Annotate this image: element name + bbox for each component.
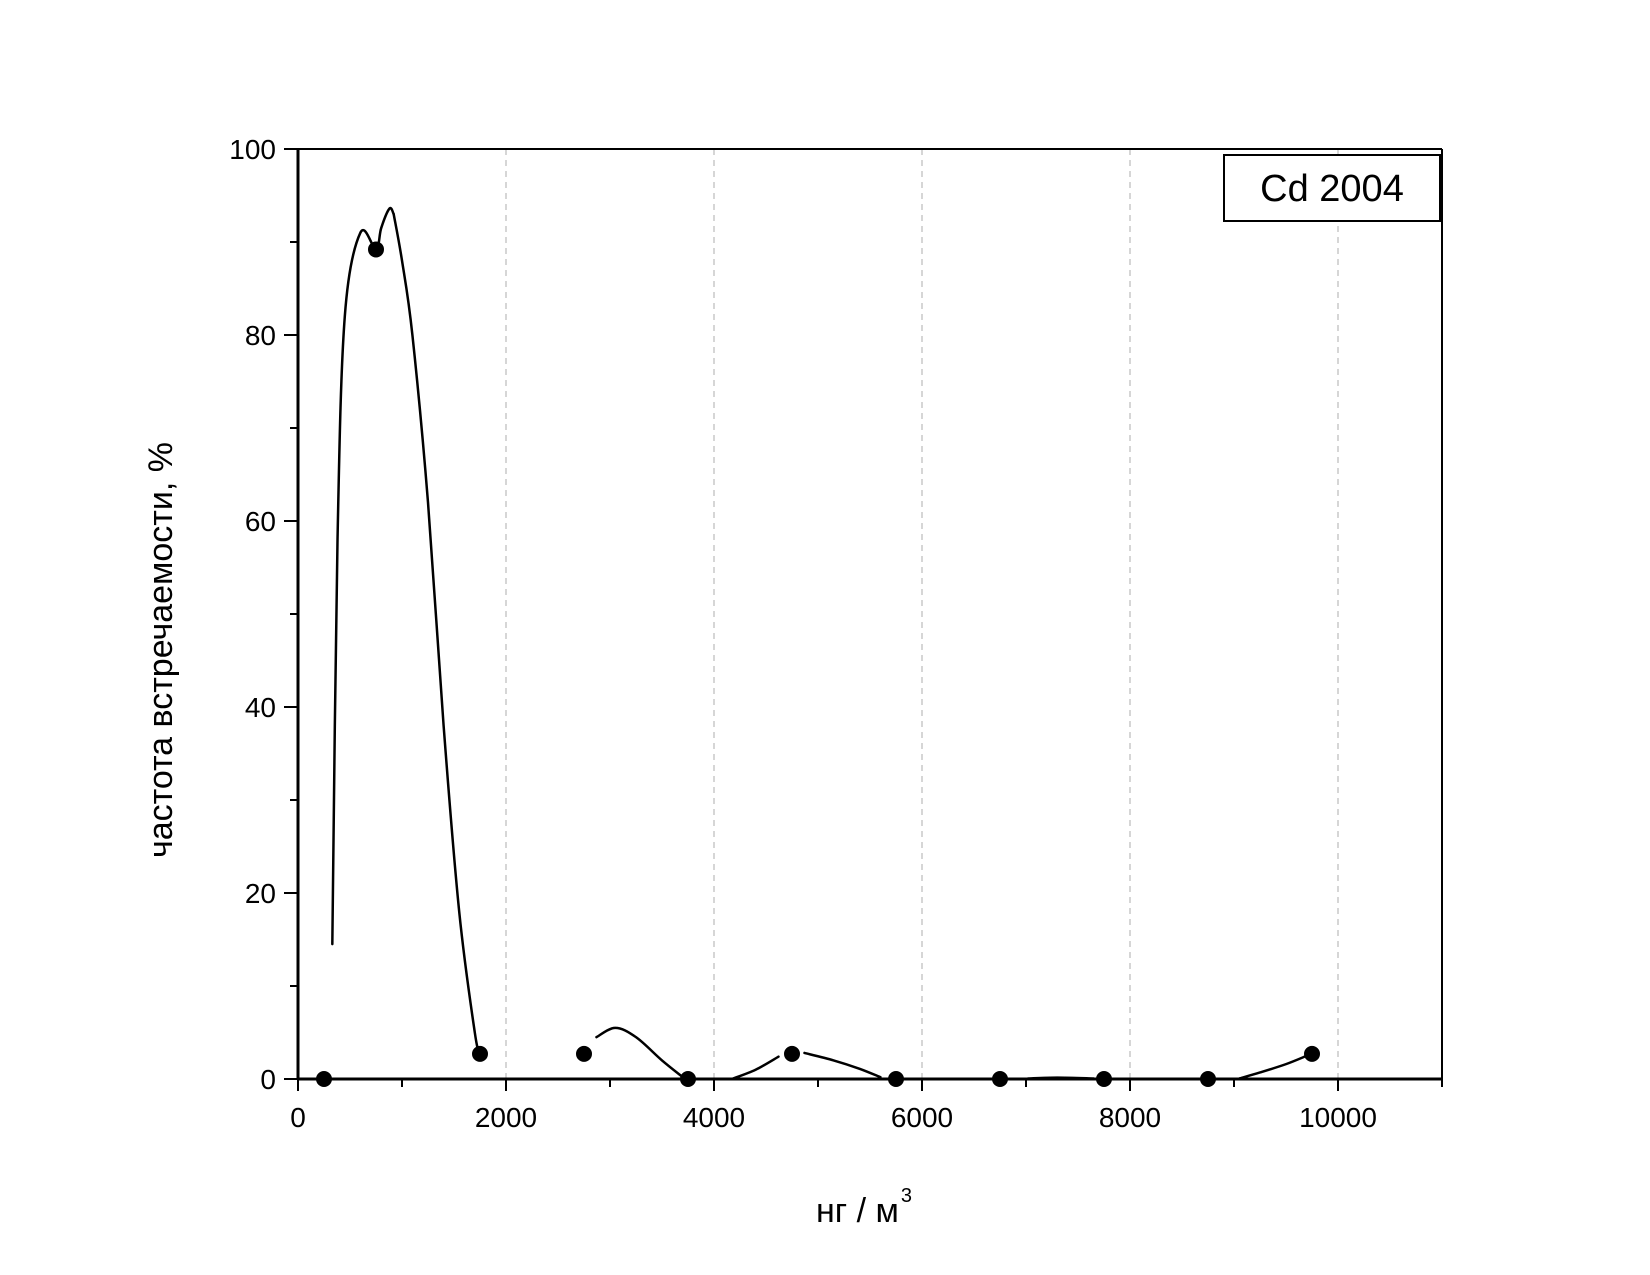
data-point (888, 1071, 904, 1087)
curve-segment (1026, 1076, 1095, 1080)
fit-curve (331, 206, 1309, 1081)
curve-segment (1237, 1054, 1309, 1080)
data-point (576, 1045, 592, 1062)
y-tick-label: 20 (245, 878, 276, 909)
y-tick-label: 100 (229, 134, 276, 165)
data-point (1200, 1071, 1216, 1087)
data-point (784, 1045, 800, 1062)
y-tick-label: 60 (245, 506, 276, 537)
grid-lines (505, 149, 1339, 1079)
data-point (680, 1071, 696, 1087)
x-tick-label: 6000 (891, 1102, 953, 1133)
data-point (992, 1071, 1008, 1087)
x-tick-label: 0 (290, 1102, 306, 1133)
data-point (1096, 1071, 1112, 1087)
x-axis-title-text: нг / м (816, 1192, 899, 1230)
y-tick-label: 80 (245, 320, 276, 351)
x-axis: 0 2000 4000 6000 8000 10000 (290, 1079, 1443, 1133)
data-point (316, 1071, 332, 1087)
data-point (1304, 1045, 1320, 1062)
x-tick-label: 2000 (475, 1102, 537, 1133)
legend-box (1223, 154, 1441, 222)
y-axis: 0 20 40 60 80 100 (229, 134, 298, 1095)
x-tick-label: 8000 (1099, 1102, 1161, 1133)
x-axis-title-superscript: 3 (901, 1185, 912, 1207)
curve-segment (595, 1026, 685, 1079)
x-tick-label: 4000 (683, 1102, 745, 1133)
plot-frame (296, 148, 1443, 1081)
x-tick-label: 10000 (1299, 1102, 1377, 1133)
legend-label: Cd 2004 (1260, 168, 1404, 210)
data-point (472, 1045, 488, 1062)
data-point (368, 241, 384, 258)
y-tick-label: 0 (260, 1064, 276, 1095)
y-axis-title: частота встречаемости, % (142, 442, 180, 858)
curve-segment (803, 1051, 882, 1079)
data-points (316, 241, 1320, 1087)
y-tick-label: 40 (245, 692, 276, 723)
curve-segment (392, 212, 482, 1056)
curve-segment (730, 1055, 780, 1081)
legend: Cd 2004 (1223, 154, 1441, 222)
curve-segment (331, 206, 395, 946)
